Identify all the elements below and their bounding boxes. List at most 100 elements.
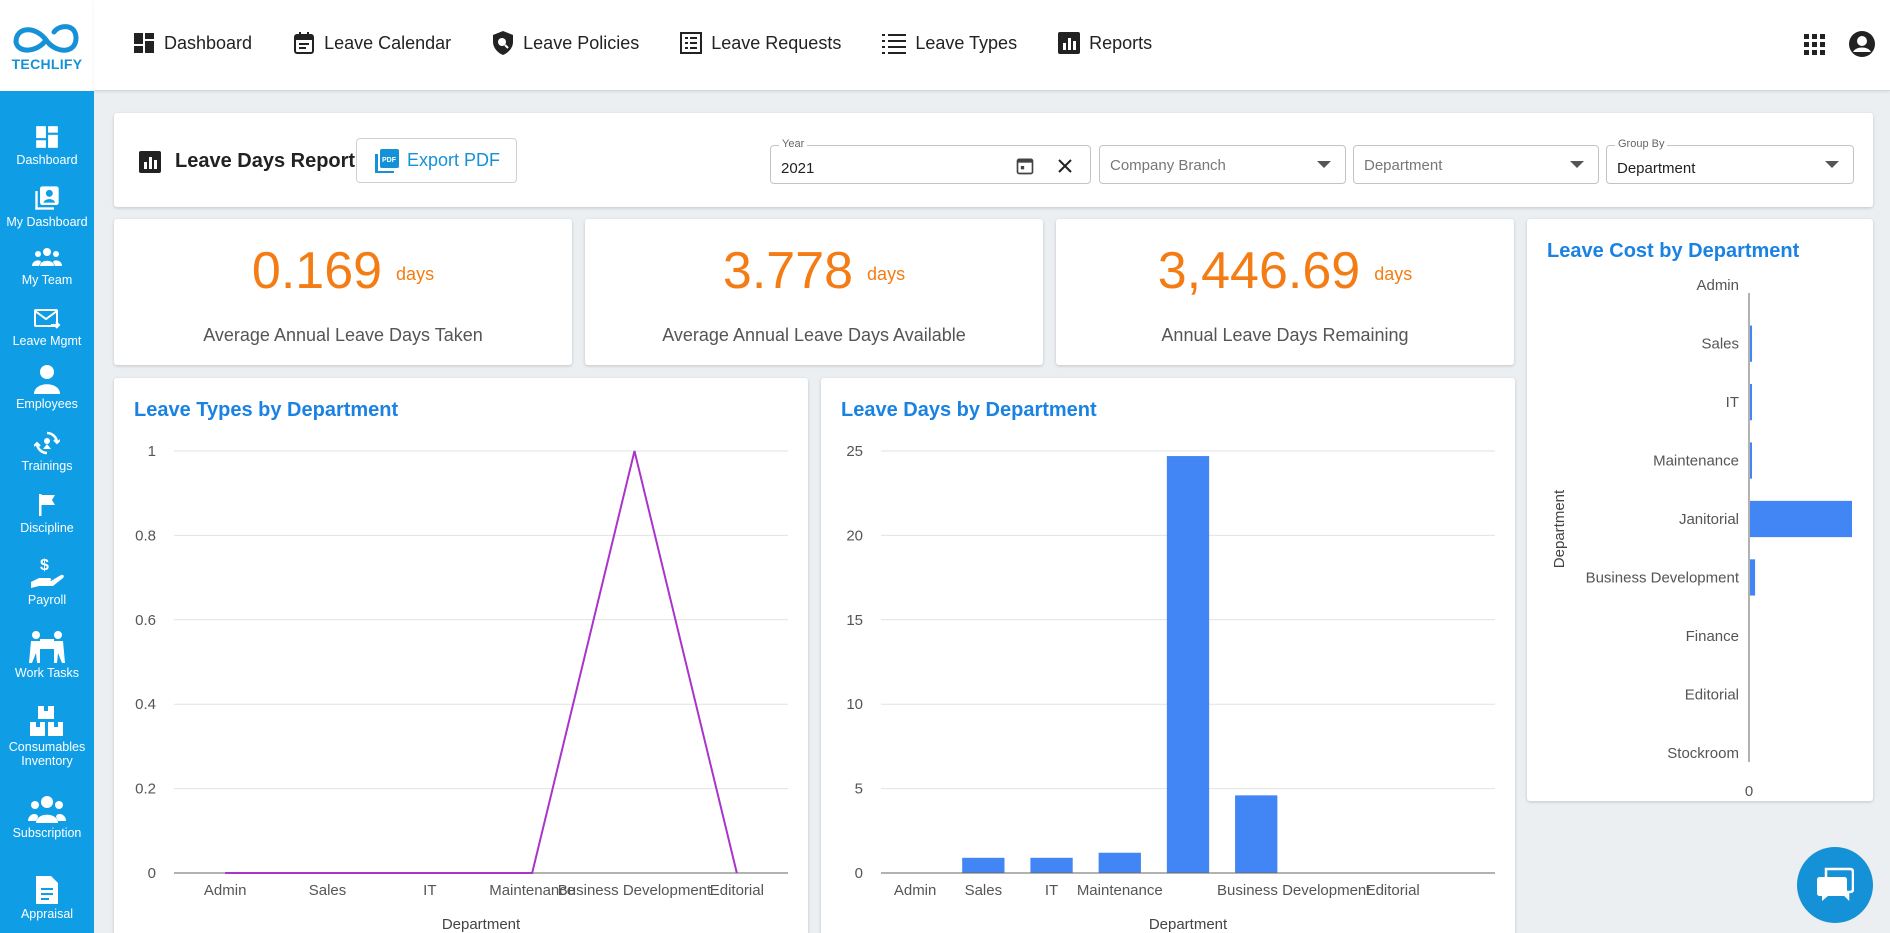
export-pdf-button[interactable]: PDF Export PDF	[356, 138, 517, 183]
sidebar-label: Dashboard	[16, 153, 78, 167]
stat-value: 3.778	[722, 242, 854, 300]
sidebar-item-subscription[interactable]: Subscription	[0, 795, 94, 840]
sidebar-label: My Dashboard	[6, 215, 88, 229]
chevron-down-icon	[1570, 161, 1584, 168]
bar	[1030, 857, 1073, 873]
sidebar-item-employees[interactable]: Employees	[0, 364, 94, 411]
x-tick-label: Business Development	[558, 882, 712, 899]
y-tick-label: Stockroom	[1667, 745, 1739, 762]
stat-unit: days	[1374, 264, 1413, 285]
payroll-icon: $	[31, 557, 64, 588]
y-tick-label: 25	[846, 443, 863, 460]
y-axis-title: Department	[1551, 489, 1568, 568]
stat-value-row: 0.169 days	[114, 241, 572, 304]
x-tick-label: 0	[1745, 783, 1753, 800]
y-tick-label: 1	[148, 443, 156, 460]
x-tick-label: Admin	[894, 882, 937, 899]
leave-types-chart-card: Leave Types by Department 0 0.2 0.4 0.6 0.8 1…	[114, 378, 808, 933]
stat-caption: Average Annual Leave Days Taken	[203, 325, 483, 345]
topnav-leave-requests[interactable]: Leave Requests	[679, 30, 841, 56]
flag-icon	[39, 494, 55, 516]
year-field[interactable]: Year 2021	[770, 138, 1091, 184]
appraisal-icon	[36, 876, 58, 904]
sidebar-item-work-tasks[interactable]: Work Tasks	[0, 629, 94, 680]
apps-grid-icon[interactable]	[1802, 32, 1826, 56]
company-branch-placeholder: Company Branch	[1110, 157, 1226, 174]
clear-icon[interactable]	[1056, 157, 1074, 175]
leave-types-chart: 0 0.2 0.4 0.6 0.8 1 Admin Sales IT MaintenanceBus…	[135, 443, 788, 933]
y-tick-label: Sales	[1701, 336, 1739, 353]
sidebar-label: My Team	[21, 273, 73, 287]
x-axis-title: Department	[1149, 916, 1228, 933]
bar	[962, 857, 1005, 873]
report-icon	[139, 151, 161, 173]
series-line	[225, 450, 738, 874]
topnav-dashboard[interactable]: Dashboard	[132, 30, 252, 56]
topnav-leave-types[interactable]: Leave Types	[881, 30, 1017, 56]
top-bar: Dashboard Leave Calendar Leave Policies …	[94, 0, 1890, 91]
group-by-select[interactable]: Group By Department	[1606, 138, 1854, 184]
report-icon	[1058, 32, 1081, 54]
sidebar-item-payroll[interactable]: $ Payroll	[0, 556, 94, 607]
leave-days-chart-card: Leave Days by Department 0 5 10 15 20 25 Admin…	[821, 378, 1515, 933]
employee-icon	[34, 365, 60, 394]
sidebar-item-dashboard[interactable]: Dashboard	[0, 124, 94, 167]
chevron-down-icon	[1317, 161, 1331, 168]
export-pdf-label: Export PDF	[406, 150, 501, 170]
shield-icon	[493, 31, 514, 55]
calendar-icon[interactable]	[1015, 156, 1035, 176]
y-tick-label: 0	[855, 865, 863, 882]
x-tick-label: IT	[423, 882, 436, 899]
bar	[1750, 559, 1756, 596]
dashboard-icon	[134, 33, 154, 53]
y-tick-label: 0.2	[135, 781, 156, 798]
sidebar-item-my-team[interactable]: My Team	[0, 246, 94, 287]
x-tick-label: Admin	[204, 882, 247, 899]
topnav-leave-policies[interactable]: Leave Policies	[491, 30, 639, 56]
brand-name: TECHLIFY	[11, 55, 83, 72]
x-tick-label: IT	[1045, 882, 1058, 899]
department-select[interactable]: Department	[1353, 145, 1599, 184]
sidebar-item-my-dashboard[interactable]: My Dashboard	[0, 184, 94, 229]
y-tick-label: 10	[846, 696, 863, 713]
chart-title: Leave Days by Department	[841, 399, 1097, 421]
x-axis-title: Department	[442, 916, 521, 933]
stat-value: 3,446.69	[1157, 242, 1361, 300]
page-title: Leave Days Report	[175, 150, 356, 172]
stat-value-row: 3.778 days	[585, 241, 1043, 304]
company-branch-select[interactable]: Company Branch	[1099, 145, 1346, 184]
chevron-down-icon	[1825, 161, 1839, 168]
chat-button[interactable]	[1797, 847, 1873, 923]
sidebar-item-leave-mgmt[interactable]: Leave Mgmt	[0, 307, 94, 348]
bar	[1750, 442, 1752, 479]
sidebar-label: Discipline	[20, 521, 74, 535]
department-placeholder: Department	[1364, 157, 1443, 174]
x-tick-label: Business Development	[1217, 882, 1371, 899]
leave-cost-chart: Admin Sales IT Maintenance Janitorial Busines…	[1551, 277, 1852, 800]
sidebar-label: Subscription	[12, 826, 82, 840]
bar	[1235, 795, 1278, 873]
account-circle-icon[interactable]	[1848, 30, 1876, 58]
group-by-value: Department	[1617, 160, 1696, 177]
stat-card-days-available: 3.778 days Average Annual Leave Days Avai…	[585, 219, 1043, 365]
inventory-icon	[30, 706, 63, 736]
company-logo[interactable]: TECHLIFY	[0, 0, 94, 91]
infinity-logo-icon	[13, 23, 79, 53]
sidebar-item-appraisal[interactable]: Appraisal	[0, 874, 94, 921]
y-tick-label: 15	[846, 612, 863, 629]
bar	[1750, 383, 1752, 421]
topnav-reports[interactable]: Reports	[1057, 30, 1152, 56]
mail-icon	[34, 309, 61, 329]
y-tick-label: IT	[1726, 394, 1739, 411]
list-icon	[680, 32, 703, 54]
y-tick-label: 20	[846, 527, 863, 544]
sidebar-item-discipline[interactable]: Discipline	[0, 492, 94, 535]
leave-cost-chart-card: Leave Cost by Department Admin Sales IT Mai…	[1527, 219, 1873, 801]
sidebar-item-trainings[interactable]: Trainings	[0, 430, 94, 473]
chart-title: Leave Cost by Department	[1547, 240, 1800, 262]
topnav-leave-calendar[interactable]: Leave Calendar	[292, 30, 451, 56]
topnav-label: Reports	[1089, 32, 1153, 53]
sidebar-item-consumables-inventory[interactable]: Consumables Inventory	[0, 705, 94, 768]
x-tick-label: Maintenance	[489, 882, 575, 899]
trainings-icon	[34, 431, 60, 455]
